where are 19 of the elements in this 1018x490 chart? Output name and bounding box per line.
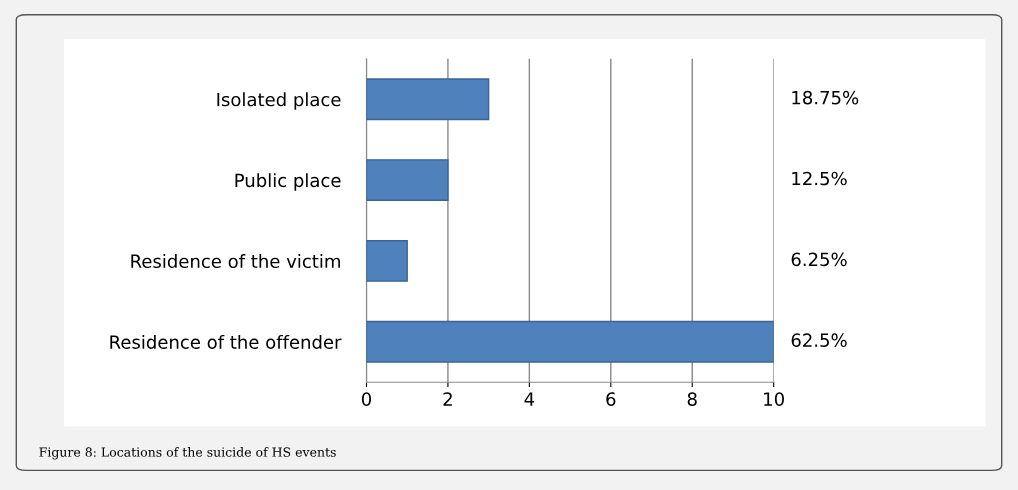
x-tick-label: 4 — [524, 392, 535, 406]
bar — [366, 159, 449, 201]
y-tick-label: Residence of the offender — [110, 334, 342, 349]
y-tick-label: Public place — [235, 173, 341, 191]
text: 18.75% — [792, 90, 859, 105]
text: 12.5% — [792, 171, 847, 186]
text: 62.5% — [791, 333, 847, 348]
bar — [366, 320, 774, 363]
y-tick-label: Residence of the victim — [131, 254, 340, 269]
caption: Figure 8: Locations of the suicide of HS events — [39, 447, 336, 460]
x-tick-label: 0 — [361, 392, 372, 406]
x-tick-label: 2 — [443, 392, 452, 406]
x-tick-label: 8 — [687, 392, 697, 406]
x-tick-label: 10 — [764, 392, 784, 406]
bar — [366, 78, 490, 121]
text: 6.25% — [791, 252, 847, 267]
y-tick-label: Isolated place — [217, 92, 341, 110]
bar — [366, 240, 408, 282]
x-tick-label: 6 — [606, 392, 616, 406]
